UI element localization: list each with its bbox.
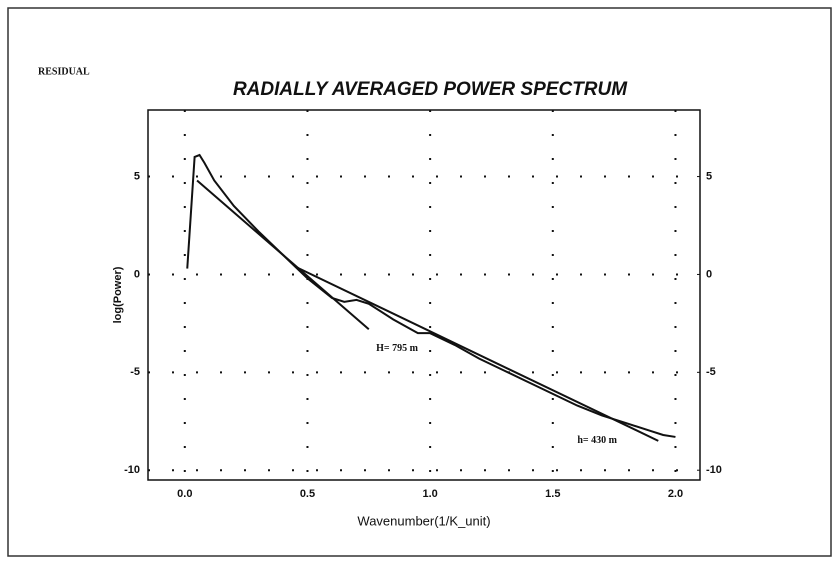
chart-title: RADIALLY AVERAGED POWER SPECTRUM xyxy=(233,79,628,100)
y2-tick-label: 0 xyxy=(706,268,712,280)
x-tick-label: 2.0 xyxy=(668,488,683,500)
spectrum-line xyxy=(294,265,659,442)
y-tick-label: 0 xyxy=(134,268,140,280)
x-tick-label: 1.5 xyxy=(545,488,560,500)
y2-tick-label: -10 xyxy=(706,464,722,476)
annotation: h= 430 m xyxy=(577,435,617,446)
spectrum-line xyxy=(186,153,676,438)
corner-label: RESIDUAL xyxy=(38,66,90,77)
plot-area xyxy=(147,109,701,481)
x-tick-label: 0.0 xyxy=(177,488,192,500)
y2-tick-label: -5 xyxy=(706,366,716,378)
x-axis-label: Wavenumber(1/K_unit) xyxy=(357,513,490,528)
x-tick-label: 1.0 xyxy=(422,488,437,500)
y-tick-label: -10 xyxy=(124,464,140,476)
y2-tick-label: 5 xyxy=(706,170,712,182)
annotation: H= 795 m xyxy=(376,343,418,354)
y-tick-label: 5 xyxy=(134,170,140,182)
y-tick-label: -5 xyxy=(130,366,140,378)
frame xyxy=(7,7,832,557)
spectrum-line xyxy=(196,179,370,331)
x-tick-label: 0.5 xyxy=(300,488,315,500)
y-axis-label: log(Power) xyxy=(112,266,124,323)
